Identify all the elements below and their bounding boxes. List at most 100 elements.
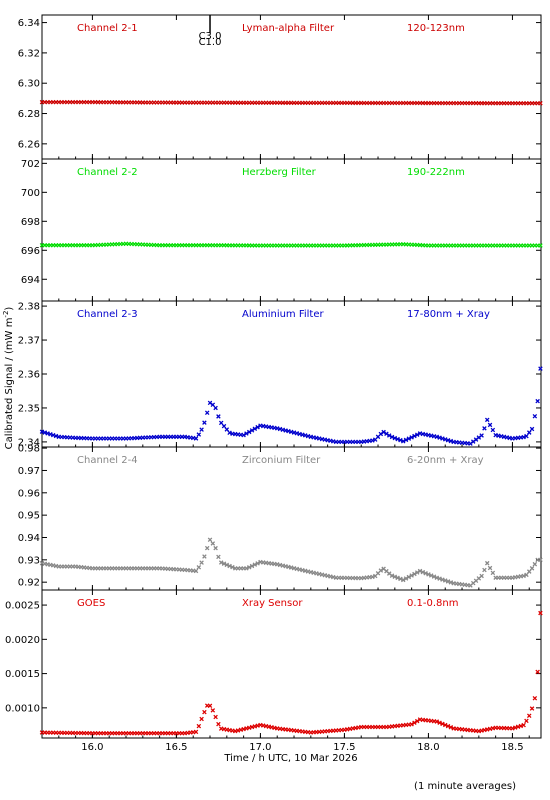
data-point	[224, 427, 230, 432]
y-tick-label: 2.38	[18, 302, 40, 313]
filter-label: Lyman-alpha Filter	[242, 23, 335, 34]
data-point	[48, 432, 53, 437]
y-tick-label: 0.0010	[5, 703, 40, 714]
y-tick-label: 2.37	[18, 336, 40, 347]
data-point	[445, 723, 451, 729]
data-point	[538, 557, 543, 563]
data-point	[221, 423, 227, 429]
data-point	[246, 565, 252, 570]
panel-2: 694 696 698 700 702 Channel 2-2 Herzberg Filte…	[21, 158, 543, 302]
channel-label: Channel 2-1	[77, 23, 138, 34]
panel-frame	[41, 300, 542, 448]
data-point	[538, 610, 543, 616]
y-tick-label: 0.98	[18, 444, 40, 455]
data-point	[406, 436, 412, 441]
data-point	[224, 562, 230, 568]
data-point	[448, 580, 454, 585]
data-point	[409, 435, 414, 440]
data-point	[252, 562, 258, 567]
chart-panels: 6.26 6.28 6.30 6.32 6.34 Channel 2-1 Lyman-alp…	[5, 14, 543, 739]
data-point	[400, 438, 406, 444]
data-point	[510, 726, 515, 731]
data-point	[448, 725, 454, 730]
band-label: 190-222nm	[407, 167, 465, 178]
data-point	[414, 718, 420, 724]
y-tick-label: 0.94	[18, 533, 40, 544]
y-tick-label: 700	[21, 188, 40, 199]
data-point	[199, 716, 204, 722]
data-point	[434, 719, 440, 724]
panel-frame	[41, 589, 542, 739]
data-point	[403, 576, 409, 581]
data-point	[442, 437, 448, 442]
averaging-note: (1 minute averages)	[414, 781, 516, 792]
data-point	[202, 709, 207, 715]
data-series	[39, 241, 543, 248]
y-tick-label: 694	[21, 275, 40, 286]
data-point	[524, 572, 529, 578]
channel-label: GOES	[77, 598, 105, 609]
data-point	[230, 564, 235, 570]
data-point	[434, 434, 440, 440]
data-point	[526, 569, 532, 574]
data-point	[538, 100, 543, 106]
y-tick-label: 2.34	[18, 437, 40, 448]
data-point	[218, 560, 224, 565]
data-series	[39, 99, 543, 106]
data-point	[526, 430, 532, 435]
y-tick-label: 0.0025	[5, 601, 40, 612]
y-tick-label: 6.30	[18, 79, 40, 90]
channel-label: Channel 2-2	[77, 167, 138, 178]
data-point	[193, 568, 199, 574]
data-point	[437, 576, 442, 581]
data-point	[437, 720, 442, 725]
data-point	[244, 431, 249, 436]
flare-marker: C3.0C1.0	[199, 15, 221, 48]
data-point	[389, 434, 395, 440]
y-tick-label: 0.0020	[5, 635, 40, 646]
y-tick-label: 0.97	[18, 466, 40, 477]
y-axis-label: Calibrated Signal / (mW m-2)	[2, 307, 15, 450]
data-point	[423, 570, 428, 576]
x-tick-label: 16.0	[81, 742, 103, 753]
data-point	[417, 568, 423, 574]
data-point	[406, 574, 412, 580]
data-point	[384, 431, 389, 437]
data-point	[193, 729, 199, 735]
data-point	[529, 426, 535, 432]
data-point	[395, 436, 400, 442]
data-point	[210, 708, 216, 713]
data-point	[484, 560, 490, 566]
data-point	[213, 714, 218, 720]
y-tick-label: 0.92	[18, 578, 40, 589]
data-point	[392, 435, 398, 441]
data-point	[414, 432, 420, 437]
y-tick-label: 6.26	[18, 139, 40, 150]
data-point	[398, 576, 403, 582]
data-point	[378, 568, 384, 573]
data-point	[381, 429, 386, 435]
data-point	[45, 431, 50, 436]
data-point	[409, 722, 414, 727]
x-tick-label: 18.0	[417, 742, 439, 753]
data-point	[440, 577, 445, 582]
data-point	[440, 436, 445, 441]
data-point	[442, 578, 448, 583]
data-point	[521, 722, 526, 728]
x-tick-label: 18.5	[501, 742, 523, 753]
data-point	[409, 573, 414, 578]
data-point	[535, 398, 540, 404]
data-point	[216, 414, 221, 419]
data-point	[210, 541, 216, 546]
data-point	[532, 561, 538, 567]
y-tick-label: 0.95	[18, 511, 40, 522]
data-point	[535, 669, 540, 675]
x-tick-label: 17.5	[333, 742, 355, 753]
data-point	[538, 366, 543, 371]
data-point	[482, 426, 487, 431]
data-point	[412, 720, 417, 725]
band-label: 17-80nm + Xray	[407, 309, 490, 320]
filter-label: Xray Sensor	[242, 598, 303, 609]
y-tick-label: 702	[21, 159, 40, 170]
